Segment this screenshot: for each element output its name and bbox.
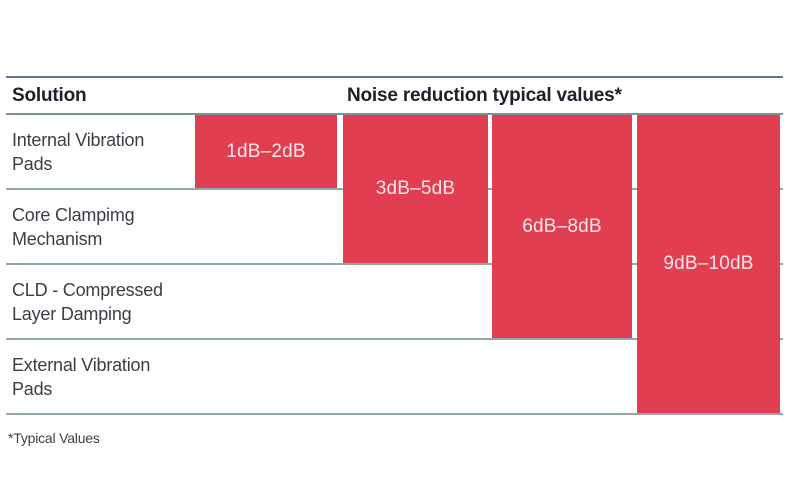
row-label-line: Layer Damping: [12, 303, 132, 324]
table-body: Internal Vibration Pads Core Clampimg Me…: [6, 115, 783, 415]
row-label-line: CLD - Compressed: [12, 279, 163, 300]
value-bar: 6dB–8dB: [492, 115, 632, 338]
value-bar: 9dB–10dB: [637, 115, 780, 413]
solution-column-header: Solution: [12, 84, 87, 106]
row-label-line: Pads: [12, 378, 53, 399]
values-column-header: Noise reduction typical values*: [347, 84, 622, 106]
row-label-line: Pads: [12, 153, 53, 174]
table-row: CLD - Compressed Layer Damping: [6, 265, 783, 340]
row-label-line: External Vibration: [12, 354, 151, 375]
table-header: Solution Noise reduction typical values*: [6, 76, 783, 115]
table-row: External Vibration Pads: [6, 340, 783, 415]
noise-reduction-table: Solution Noise reduction typical values*…: [6, 76, 783, 415]
row-label-line: Core Clampimg: [12, 204, 135, 225]
table-row: Core Clampimg Mechanism: [6, 190, 783, 265]
value-bar: 1dB–2dB: [195, 115, 337, 188]
row-label-line: Internal Vibration: [12, 129, 145, 150]
row-label-line: Mechanism: [12, 228, 103, 249]
footnote: *Typical Values: [8, 430, 100, 446]
value-bar: 3dB–5dB: [343, 115, 488, 263]
